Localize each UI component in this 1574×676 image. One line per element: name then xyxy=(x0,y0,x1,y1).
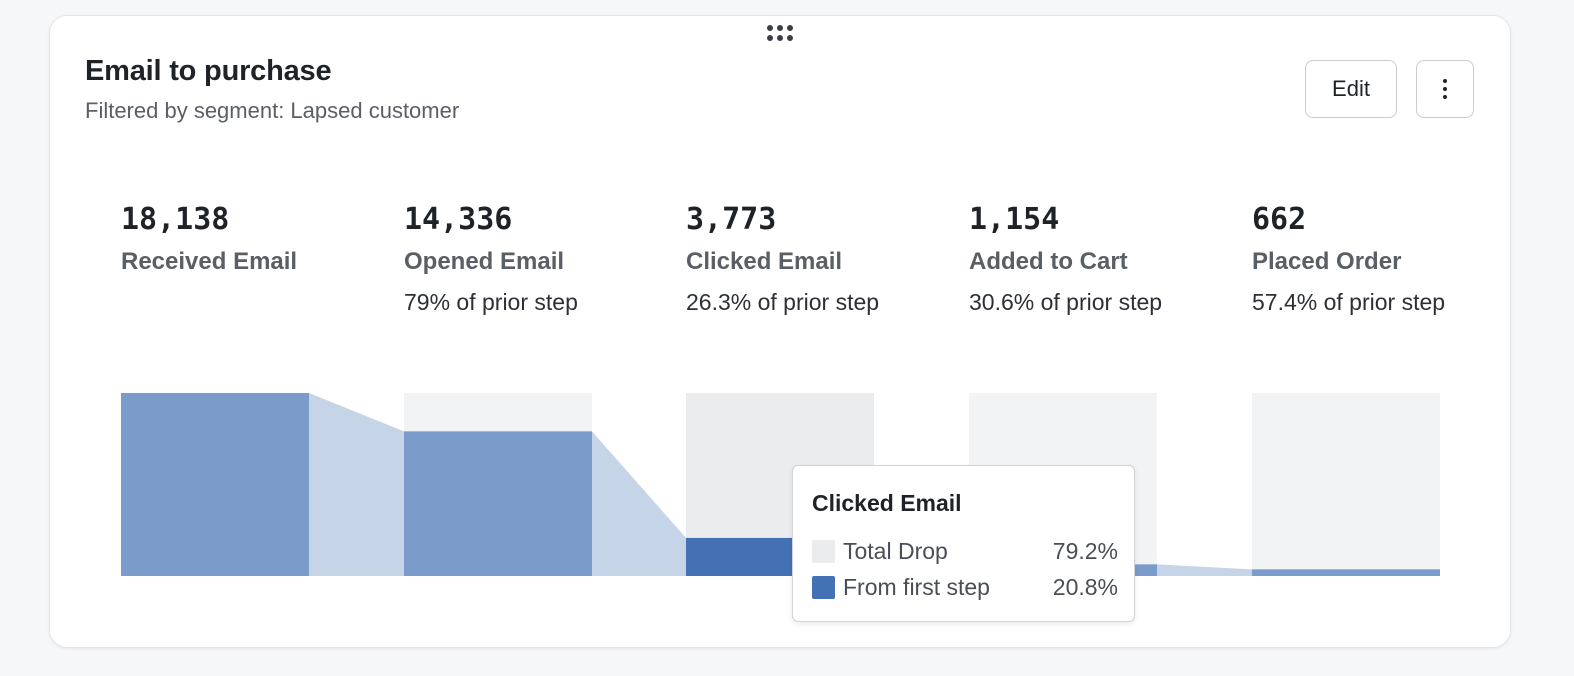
more-vertical-icon xyxy=(1443,79,1447,99)
funnel-step[interactable]: 14,336 Opened Email 79% of prior step xyxy=(404,202,634,320)
step-name: Added to Cart xyxy=(969,248,1128,275)
funnel-step[interactable]: 18,138 Received Email xyxy=(121,202,351,284)
funnel-connector xyxy=(309,393,404,576)
funnel-connector xyxy=(1157,564,1252,576)
step-name: Placed Order xyxy=(1252,248,1402,275)
edit-button[interactable]: Edit xyxy=(1305,60,1397,118)
funnel-connector xyxy=(592,431,686,576)
step-count: 1,154 xyxy=(969,202,1060,237)
funnel-step[interactable]: 662 Placed Order 57.4% of prior step xyxy=(1252,202,1482,320)
tooltip-swatch xyxy=(812,540,835,563)
tooltip-value: 20.8% xyxy=(1052,574,1118,600)
step-name: Opened Email xyxy=(404,248,565,275)
step-count: 14,336 xyxy=(404,202,513,237)
funnel-bar[interactable] xyxy=(121,393,309,576)
drag-handle-icon[interactable] xyxy=(767,25,795,43)
step-count: 18,138 xyxy=(121,202,230,237)
funnel-step[interactable]: 1,154 Added to Cart 30.6% of prior step xyxy=(969,202,1199,320)
card-subtitle: Filtered by segment: Lapsed customer xyxy=(85,98,460,123)
funnel-bar[interactable] xyxy=(1252,569,1440,576)
tooltip-swatch xyxy=(812,576,835,599)
chart-tooltip: Clicked Email Total Drop 79.2% From firs… xyxy=(792,465,1135,622)
step-count: 3,773 xyxy=(686,202,777,237)
step-count: 662 xyxy=(1252,202,1307,237)
tooltip-value: 79.2% xyxy=(1052,538,1118,564)
funnel-step[interactable]: 3,773 Clicked Email 26.3% of prior step xyxy=(686,202,916,320)
step-conversion-rate: 57.4% of prior step xyxy=(1252,289,1446,315)
step-name: Clicked Email xyxy=(686,248,843,275)
step-conversion-rate: 26.3% of prior step xyxy=(686,289,880,315)
step-conversion-rate: 79% of prior step xyxy=(404,289,578,315)
card-title: Email to purchase xyxy=(85,55,332,87)
tooltip-row-total-drop: Total Drop 79.2% xyxy=(812,538,1118,564)
funnel-drop-background xyxy=(1252,393,1440,576)
tooltip-title: Clicked Email xyxy=(812,490,962,516)
funnel-bar[interactable] xyxy=(404,431,592,576)
more-options-button[interactable] xyxy=(1416,60,1474,118)
step-conversion-rate: 30.6% of prior step xyxy=(969,289,1163,315)
tooltip-row-from-first-step: From first step 20.8% xyxy=(812,574,1118,600)
tooltip-label: Total Drop xyxy=(843,538,948,564)
tooltip-label: From first step xyxy=(843,574,990,600)
step-name: Received Email xyxy=(121,248,298,275)
